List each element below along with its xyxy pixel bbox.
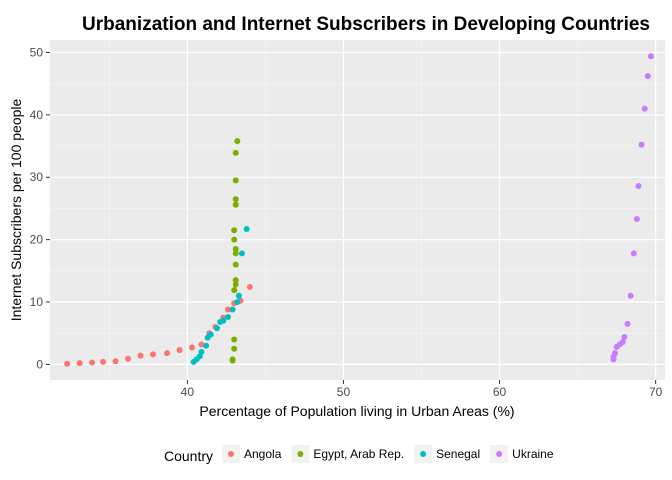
legend-label-egypt-arab-rep: Egypt, Arab Rep. [313,447,404,461]
minor-gridlines [50,40,665,380]
point-ukraine [612,350,619,357]
legend-swatch-angola [228,451,234,457]
point-ukraine [624,320,631,327]
point-senegal [198,348,205,355]
x-tick-label: 60 [493,385,507,399]
legend-label-senegal: Senegal [436,447,480,461]
y-axis-title: Internet Subscribers per 100 people [8,98,24,321]
point-egypt-arab-rep [231,287,238,294]
point-ukraine [621,333,628,340]
point-angola [137,352,144,359]
point-angola [176,347,183,354]
point-ukraine [633,216,640,223]
point-senegal [214,325,221,332]
point-angola [150,351,157,358]
data-points [64,53,654,367]
major-gridlines [50,40,665,380]
chart-title: Urbanization and Internet Subscribers in… [82,14,650,35]
point-ukraine [638,141,645,148]
point-angola [246,284,253,291]
legend-swatch-ukraine [496,451,503,457]
point-egypt-arab-rep [232,196,239,203]
y-tick-label: 40 [30,108,44,122]
point-senegal [229,306,236,313]
point-egypt-arab-rep [232,261,239,268]
point-senegal [234,299,241,306]
point-senegal [207,331,214,338]
point-angola [125,355,132,362]
point-egypt-arab-rep [232,281,239,288]
point-egypt-arab-rep [231,236,238,243]
legend-swatch-senegal [420,451,427,457]
x-axis-ticks: 40 50 60 70 [181,380,663,399]
y-tick-label: 30 [30,170,44,184]
legend: Country Angola Egypt, Arab Rep. Senegal Ukr… [164,445,554,464]
y-tick-label: 20 [30,233,44,247]
point-ukraine [630,250,637,257]
y-tick-label: 0 [36,357,43,371]
point-egypt-arab-rep [232,149,239,156]
point-angola [64,360,71,367]
point-ukraine [619,338,626,345]
point-angola [198,341,205,348]
plot-panel [50,40,665,380]
point-ukraine [635,182,642,189]
point-egypt-arab-rep [232,250,239,257]
point-egypt-arab-rep [232,201,239,208]
point-egypt-arab-rep [231,345,238,352]
x-tick-label: 70 [649,385,663,399]
point-angola [100,358,107,365]
point-angola [76,360,83,367]
point-angola [189,344,196,351]
legend-label-angola: Angola [244,447,282,461]
point-egypt-arab-rep [229,356,236,363]
point-senegal [203,342,210,349]
point-egypt-arab-rep [234,138,241,145]
x-tick-label: 50 [337,385,351,399]
point-egypt-arab-rep [232,245,239,252]
point-senegal [238,250,245,257]
x-tick-label: 40 [181,385,195,399]
point-senegal [220,317,227,324]
point-egypt-arab-rep [232,177,239,184]
point-ukraine [627,292,634,299]
point-egypt-arab-rep [231,336,238,343]
point-egypt-arab-rep [231,227,238,234]
point-egypt-arab-rep [232,277,239,284]
y-axis-ticks: 0 10 20 30 40 50 [30,45,50,371]
point-ukraine [647,53,654,60]
legend-swatch-egypt-arab-rep [297,451,304,457]
x-axis-title: Percentage of Population living in Urban… [199,403,514,419]
y-tick-label: 50 [30,45,44,59]
point-senegal [243,226,250,233]
point-angola [89,359,96,366]
point-senegal [235,292,242,299]
point-angola [164,350,171,357]
legend-label-ukraine: Ukraine [512,447,554,461]
point-angola [224,306,231,313]
point-senegal [224,313,231,320]
point-ukraine [641,105,648,112]
point-ukraine [644,73,651,80]
y-tick-label: 10 [30,295,44,309]
point-angola [112,358,119,365]
legend-title: Country [164,448,213,464]
